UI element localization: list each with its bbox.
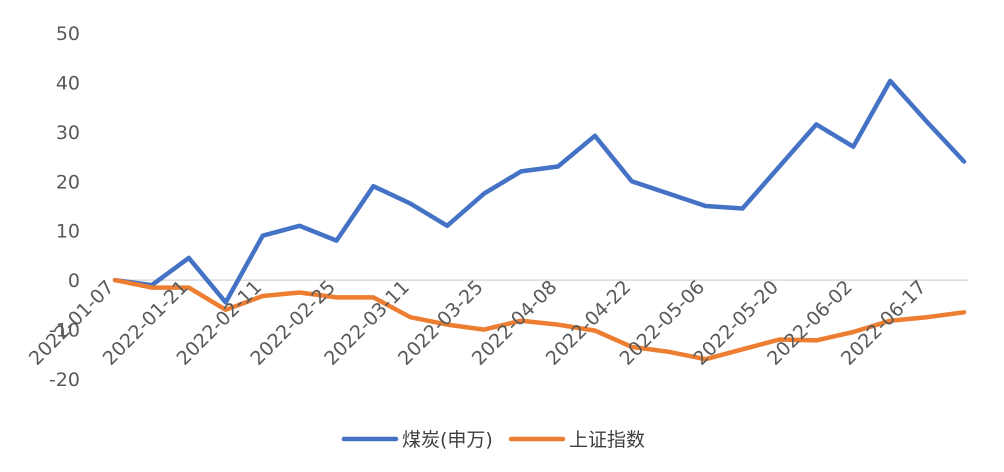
x-axis-ticks: 2022-01-072022-01-212022-02-112022-02-25…: [25, 276, 931, 370]
y-tick-label: 0: [68, 270, 80, 292]
legend-label: 上证指数: [569, 429, 645, 451]
y-tick-label: -10: [49, 320, 80, 342]
y-tick-label: 10: [56, 221, 80, 243]
y-tick-label: 50: [56, 23, 80, 45]
y-axis-ticks: 50 40 30 20 10 0 -10 -20: [49, 23, 80, 391]
legend: 煤炭(申万) 上证指数: [341, 429, 645, 451]
series-line-2: [112, 277, 967, 362]
series-lines: [112, 78, 967, 362]
legend-label: 煤炭(申万): [402, 429, 493, 451]
y-tick-label: 20: [56, 171, 80, 193]
series-line-1: [112, 78, 967, 305]
y-tick-label: -20: [49, 369, 80, 391]
y-tick-label: 30: [56, 122, 80, 144]
y-tick-label: 40: [56, 72, 80, 94]
